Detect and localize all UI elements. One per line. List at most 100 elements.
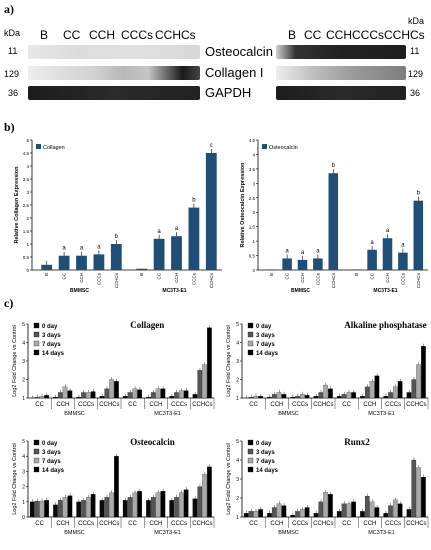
x-tick-label: CCCs bbox=[292, 402, 308, 408]
legend-swatch bbox=[33, 457, 40, 464]
bar bbox=[383, 513, 389, 518]
y-tick-label: 3 bbox=[22, 469, 25, 475]
bar bbox=[150, 497, 156, 518]
bar bbox=[86, 392, 91, 399]
bar bbox=[336, 396, 342, 399]
bar bbox=[155, 388, 161, 399]
bar bbox=[328, 494, 333, 518]
bar bbox=[169, 500, 175, 518]
x-tick-label: CCCs bbox=[191, 272, 196, 285]
legend-label: 0 day bbox=[42, 441, 58, 447]
x-tick-label: CCHCs bbox=[192, 402, 212, 408]
x-tick-label: CCHCs bbox=[313, 402, 333, 408]
y-tick-label: 3 bbox=[236, 359, 239, 365]
bar bbox=[160, 388, 166, 399]
y-tick-label: 2 bbox=[26, 216, 29, 221]
legend-swatch bbox=[247, 349, 254, 356]
bar bbox=[127, 497, 133, 518]
bar bbox=[323, 492, 328, 518]
x-tick-label: CC bbox=[128, 402, 137, 408]
bar bbox=[383, 396, 389, 399]
lane-label-right: B bbox=[288, 28, 297, 42]
bar bbox=[360, 396, 365, 399]
x-tick-label: CCCs bbox=[385, 521, 401, 527]
bar bbox=[127, 392, 133, 399]
significance-letter: c bbox=[210, 143, 213, 149]
bar bbox=[76, 396, 82, 399]
legend-label: 0 day bbox=[256, 441, 272, 447]
x-tick-label: CCHCs bbox=[192, 521, 212, 527]
bar bbox=[346, 392, 352, 399]
significance-letter: a bbox=[285, 248, 289, 254]
significance-letter: a bbox=[97, 244, 101, 250]
x-tick-label: CCH bbox=[270, 402, 283, 408]
group-label: BMMSC bbox=[278, 411, 299, 417]
x-tick-label: CCH bbox=[174, 273, 179, 283]
bar bbox=[295, 396, 300, 399]
bar bbox=[351, 269, 362, 270]
y-tick-label: 0.5 bbox=[23, 255, 30, 260]
x-tick-label: CCH bbox=[79, 273, 84, 283]
y-tick-label: 4 bbox=[236, 458, 239, 464]
bar bbox=[99, 500, 105, 518]
group-label: MC3T3-E1 bbox=[154, 530, 181, 536]
bar bbox=[328, 173, 339, 270]
y-tick-label: 4 bbox=[22, 341, 25, 347]
y-tick-label: 1 bbox=[22, 500, 25, 506]
significance-letter: b bbox=[332, 163, 336, 169]
legend-swatch bbox=[33, 349, 40, 356]
x-tick-label: CC bbox=[342, 402, 351, 408]
bar bbox=[336, 511, 342, 518]
y-tick-label: 4 bbox=[236, 341, 239, 347]
kda-label-left: kDa bbox=[4, 28, 21, 38]
bar bbox=[248, 396, 254, 399]
bar bbox=[150, 392, 156, 399]
bar bbox=[137, 389, 142, 399]
bar bbox=[393, 499, 398, 518]
bar bbox=[132, 492, 138, 518]
x-tick-label: CCHCs bbox=[406, 402, 426, 408]
bar bbox=[295, 511, 300, 518]
legend-swatch bbox=[247, 439, 254, 446]
bar bbox=[281, 505, 287, 518]
y-tick-label: 1 bbox=[26, 242, 29, 247]
bar bbox=[364, 496, 370, 518]
y-tick-label: 3 bbox=[22, 359, 25, 365]
x-tick-label: CCH bbox=[149, 521, 162, 527]
bar bbox=[122, 500, 128, 518]
bar bbox=[34, 500, 40, 518]
marker-left: 11 bbox=[8, 46, 18, 56]
bar bbox=[90, 391, 96, 399]
bar bbox=[304, 507, 310, 518]
bar bbox=[122, 396, 128, 399]
legend-label: 3 days bbox=[256, 333, 275, 339]
bar bbox=[318, 501, 324, 518]
bar bbox=[58, 255, 70, 270]
bar bbox=[207, 466, 212, 518]
panel-label-c: c) bbox=[4, 296, 14, 310]
legend-swatch bbox=[36, 144, 41, 149]
bar bbox=[171, 236, 182, 270]
y-tick-label: 5 bbox=[26, 138, 29, 143]
bar bbox=[192, 498, 198, 518]
bar bbox=[155, 492, 161, 518]
bar bbox=[44, 500, 49, 518]
group-label: MC3T3-E1 bbox=[154, 411, 181, 417]
bar bbox=[104, 388, 110, 399]
bar bbox=[323, 384, 328, 399]
y-tick-label: 2 bbox=[236, 496, 239, 502]
y-tick-label: 4.5 bbox=[249, 138, 256, 143]
bar bbox=[406, 392, 412, 399]
bar bbox=[179, 390, 184, 399]
bar bbox=[146, 396, 151, 399]
x-tick-label: CCHCs bbox=[209, 272, 214, 288]
y-tick-label: 3 bbox=[236, 477, 239, 483]
bar bbox=[62, 386, 68, 399]
x-tick-label: CC bbox=[35, 521, 44, 527]
x-tick-label: CCH bbox=[363, 521, 376, 527]
y-tick-label: 0 bbox=[22, 515, 25, 521]
marker-right: 11 bbox=[410, 46, 420, 56]
y-axis-label: Log2 Fold Change vs Control bbox=[226, 443, 232, 515]
bar bbox=[109, 492, 114, 518]
y-tick-label: 1 bbox=[236, 515, 239, 521]
